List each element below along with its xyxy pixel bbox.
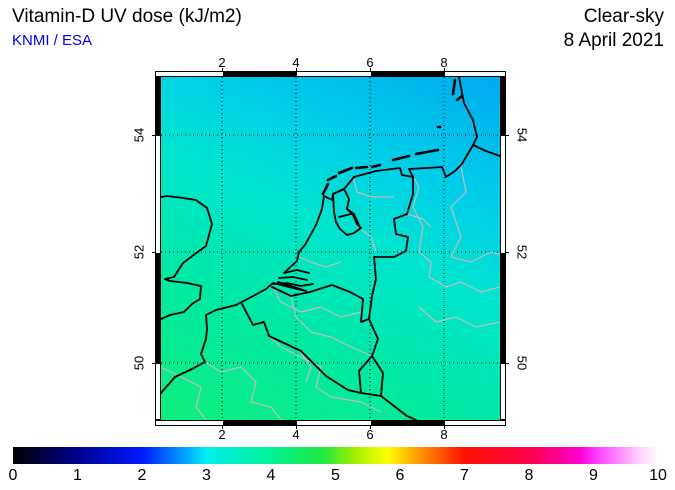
lat-tick-label-left: 52: [131, 244, 147, 260]
lat-tick-label-right: 52: [514, 244, 530, 260]
map-frame-left: [155, 77, 161, 420]
map-canvas: [161, 77, 500, 420]
lon-tick-label-top: 4: [292, 55, 300, 70]
wadden-islands: [321, 78, 464, 196]
admin-borders: [161, 144, 500, 420]
lon-tick-label-bottom: 2: [218, 427, 226, 442]
source-credit: KNMI / ESA: [12, 32, 93, 49]
colorbar-gradient: [13, 447, 658, 464]
coastlines: [161, 77, 500, 420]
colorbar-tick-label: 6: [395, 467, 405, 484]
map-frame-right: [500, 77, 506, 420]
grid-lines: [161, 77, 500, 420]
lat-tick-mark-left: [152, 363, 155, 364]
lon-tick-label-bottom: 8: [440, 427, 448, 442]
lon-tick-mark-top: [296, 68, 297, 71]
colorbar-tick-label: 10: [649, 467, 667, 484]
lat-tick-label-right: 50: [514, 355, 530, 371]
lon-tick-label-top: 8: [440, 55, 448, 70]
colorbar-tick-label: 4: [266, 467, 276, 484]
lon-tick-mark-bottom: [222, 426, 223, 429]
lon-tick-label-bottom: 4: [292, 427, 300, 442]
colorbar-tick-label: 5: [331, 467, 340, 484]
lat-tick-mark-left: [152, 135, 155, 136]
map-overlay: [161, 77, 500, 420]
colorbar-tick-label: 7: [460, 467, 469, 484]
lat-tick-label-left: 54: [131, 127, 147, 143]
lon-tick-mark-bottom: [444, 426, 445, 429]
map-panel: 2 2 4 4 6 6 8 8 54 54 52 52 50 50: [132, 56, 530, 441]
lon-tick-label-bottom: 6: [366, 427, 374, 442]
date-label: 8 April 2021: [563, 30, 664, 51]
lon-tick-mark-bottom: [370, 426, 371, 429]
lon-tick-mark-bottom: [296, 426, 297, 429]
colorbar-labels: 0 1 2 3 4 5 6 7 8 9 10: [9, 467, 667, 485]
condition-label: Clear-sky: [583, 6, 664, 27]
lon-tick-mark-top: [222, 68, 223, 71]
lon-tick-label-top: 6: [366, 55, 374, 70]
colorbar-tick-label: 8: [524, 467, 534, 484]
lon-tick-mark-top: [444, 68, 445, 71]
lon-tick-label-top: 2: [218, 55, 226, 70]
colorbar-tick-label: 2: [137, 467, 147, 484]
lat-tick-label-right: 54: [514, 127, 530, 143]
colorbar-tick-label: 0: [8, 467, 18, 484]
lat-tick-label-left: 50: [131, 355, 147, 371]
lat-tick-mark-right: [506, 252, 509, 253]
map-frame-top: [155, 71, 506, 77]
lat-tick-mark-left: [152, 252, 155, 253]
map-frame-bottom: [155, 420, 506, 426]
colorbar-tick-label: 3: [202, 467, 211, 484]
colorbar-tick-label: 9: [589, 467, 598, 484]
colorbar: 0 1 2 3 4 5 6 7 8 9 10: [9, 447, 667, 485]
lat-tick-mark-right: [506, 135, 509, 136]
lat-tick-mark-right: [506, 363, 509, 364]
lon-tick-mark-top: [370, 68, 371, 71]
page-title: Vitamin-D UV dose (kJ/m2): [12, 6, 242, 27]
colorbar-tick-label: 1: [73, 467, 82, 484]
